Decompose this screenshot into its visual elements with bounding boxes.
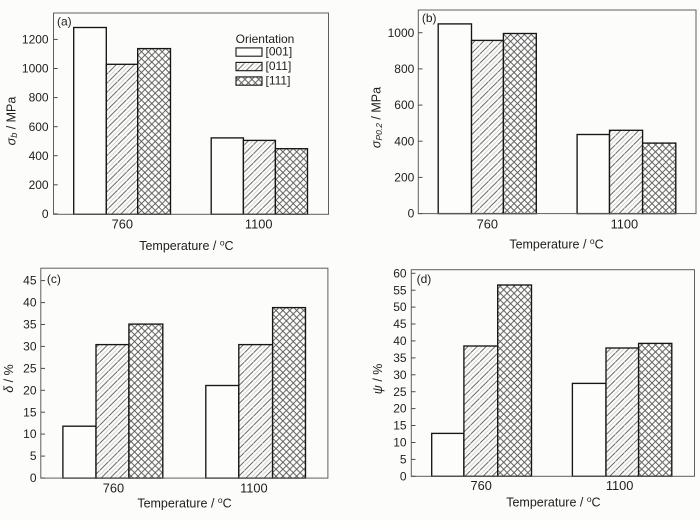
svg-text:600: 600 — [29, 120, 49, 134]
svg-text:400: 400 — [29, 149, 49, 163]
svg-text:(c): (c) — [47, 272, 61, 286]
svg-text:800: 800 — [394, 62, 414, 76]
svg-text:Temperature / oC: Temperature / oC — [509, 236, 603, 252]
svg-text:5: 5 — [30, 449, 37, 463]
svg-text:600: 600 — [394, 98, 414, 112]
svg-text:40: 40 — [393, 334, 407, 348]
svg-text:200: 200 — [29, 178, 49, 192]
svg-text:Temperature / oC: Temperature / oC — [139, 237, 233, 253]
svg-text:[111]: [111] — [266, 74, 291, 88]
svg-text:0: 0 — [408, 207, 415, 221]
svg-text:σb / MPa: σb / MPa — [5, 97, 20, 146]
svg-text:(d): (d) — [417, 272, 432, 286]
svg-text:20: 20 — [393, 402, 407, 416]
svg-text:60: 60 — [393, 266, 407, 280]
svg-text:0: 0 — [30, 471, 37, 485]
svg-text:45: 45 — [23, 274, 37, 288]
svg-text:[011]: [011] — [266, 59, 292, 73]
svg-text:30: 30 — [393, 368, 407, 382]
svg-text:[001]: [001] — [266, 45, 293, 59]
svg-text:800: 800 — [29, 91, 49, 105]
svg-text:25: 25 — [23, 362, 37, 376]
svg-text:40: 40 — [23, 296, 37, 310]
svg-text:10: 10 — [23, 427, 37, 441]
svg-text:0: 0 — [400, 469, 407, 483]
svg-text:1100: 1100 — [245, 216, 273, 231]
svg-text:15: 15 — [23, 405, 37, 419]
svg-text:45: 45 — [393, 317, 407, 331]
svg-text:Temperature / oC: Temperature / oC — [506, 494, 600, 510]
svg-text:55: 55 — [393, 283, 407, 297]
svg-text:1000: 1000 — [22, 62, 49, 76]
svg-text:(a): (a) — [57, 15, 72, 29]
svg-text:(b): (b) — [422, 11, 437, 25]
svg-text:0: 0 — [42, 207, 49, 221]
svg-text:15: 15 — [393, 419, 407, 433]
svg-text:200: 200 — [394, 171, 414, 185]
svg-text:Temperature / oC: Temperature / oC — [137, 495, 231, 511]
svg-text:760: 760 — [471, 478, 492, 493]
svg-text:1100: 1100 — [611, 216, 639, 231]
svg-text:Orientation: Orientation — [236, 32, 295, 46]
svg-text:δ / %: δ / % — [2, 364, 16, 393]
svg-text:5: 5 — [400, 453, 407, 467]
svg-text:1000: 1000 — [388, 26, 415, 40]
svg-text:1100: 1100 — [240, 480, 268, 495]
svg-text:760: 760 — [112, 216, 133, 231]
svg-text:760: 760 — [103, 480, 124, 495]
svg-text:σP0.2 / MPa: σP0.2 / MPa — [370, 87, 384, 148]
svg-text:25: 25 — [393, 385, 407, 399]
svg-text:35: 35 — [393, 351, 407, 365]
svg-text:400: 400 — [394, 134, 414, 148]
svg-text:20: 20 — [23, 383, 37, 397]
svg-text:ψ / %: ψ / % — [371, 364, 385, 395]
svg-text:760: 760 — [477, 216, 498, 231]
svg-text:1100: 1100 — [606, 478, 634, 493]
svg-text:35: 35 — [23, 318, 37, 332]
svg-text:50: 50 — [393, 300, 407, 314]
svg-text:10: 10 — [393, 436, 407, 450]
svg-text:30: 30 — [23, 340, 37, 354]
svg-text:1200: 1200 — [22, 33, 49, 47]
